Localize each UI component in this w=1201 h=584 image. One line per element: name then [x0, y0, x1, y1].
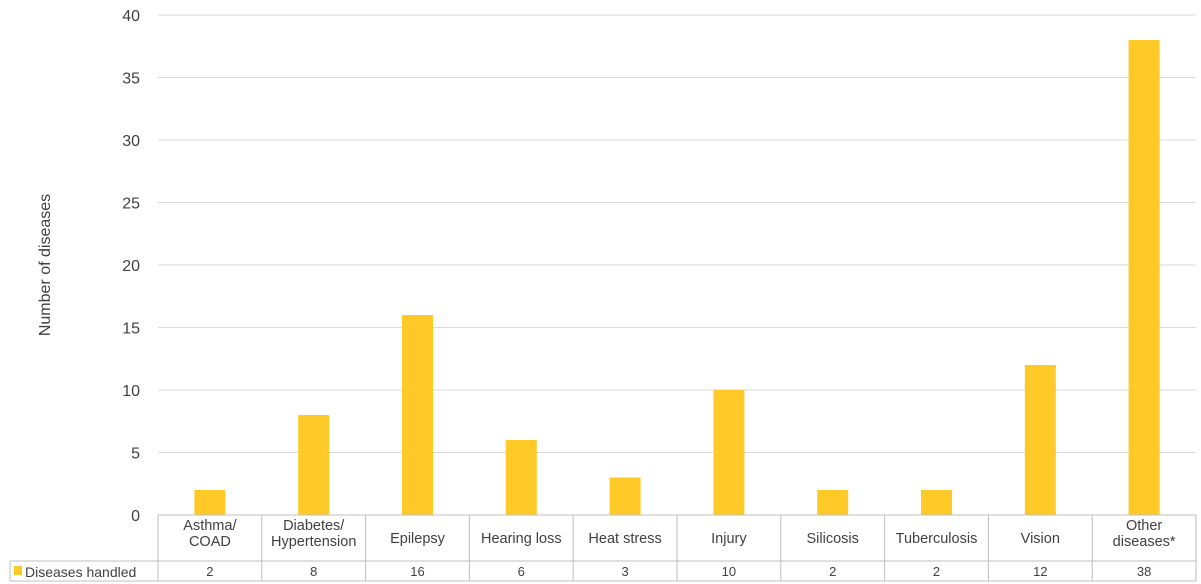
x-tick-label: Injury — [711, 531, 747, 547]
y-tick-label: 0 — [131, 508, 140, 525]
data-label: 6 — [518, 564, 525, 579]
x-tick-label: Silicosis — [807, 531, 859, 547]
data-label: 2 — [933, 564, 940, 579]
data-label: 12 — [1033, 564, 1047, 579]
data-table: Asthma/COAD Diabetes/Hypertension Epilepsy… — [9, 514, 1197, 582]
y-tick-label: 20 — [122, 258, 140, 275]
y-tick-label: 35 — [122, 71, 140, 88]
bar — [609, 477, 641, 515]
data-label: 38 — [1137, 564, 1151, 579]
x-tick-label: Heat stress — [588, 531, 661, 547]
y-axis-label: Number of diseases — [37, 194, 54, 336]
data-label: 10 — [722, 564, 736, 579]
bar — [713, 390, 745, 515]
y-axis-ticks: 0 5 10 15 20 25 30 35 40 — [122, 8, 140, 525]
legend-label: Diseases handled — [25, 564, 136, 580]
x-tick-label: Vision — [1021, 531, 1060, 547]
bar — [921, 490, 952, 515]
y-tick-label: 25 — [122, 196, 140, 213]
bar — [402, 315, 433, 515]
bar — [505, 440, 537, 515]
bar — [817, 490, 849, 515]
bar — [1128, 40, 1160, 515]
data-label: 3 — [621, 564, 628, 579]
legend-swatch — [14, 566, 22, 575]
bar — [1024, 365, 1056, 515]
data-label: 16 — [410, 564, 424, 579]
data-label: 2 — [206, 564, 213, 579]
y-tick-label: 40 — [122, 8, 140, 25]
x-tick-label: Tuberculosis — [896, 531, 978, 547]
x-tick-label: Asthma/COAD — [183, 518, 237, 550]
bar — [298, 415, 330, 515]
y-tick-label: 15 — [122, 321, 140, 338]
x-tick-label: Hearing loss — [481, 531, 562, 547]
y-tick-label: 30 — [122, 133, 140, 150]
bars — [194, 40, 1160, 515]
bar — [194, 490, 226, 515]
x-tick-label: Epilepsy — [390, 531, 446, 547]
y-tick-label: 5 — [131, 446, 140, 463]
x-tick-label: Diabetes/Hypertension — [271, 518, 356, 550]
x-tick-label: Other diseases* — [1113, 518, 1176, 550]
gridlines — [158, 14, 1196, 453]
data-label: 8 — [310, 564, 317, 579]
data-label: 2 — [829, 564, 836, 579]
y-tick-label: 10 — [122, 383, 140, 400]
